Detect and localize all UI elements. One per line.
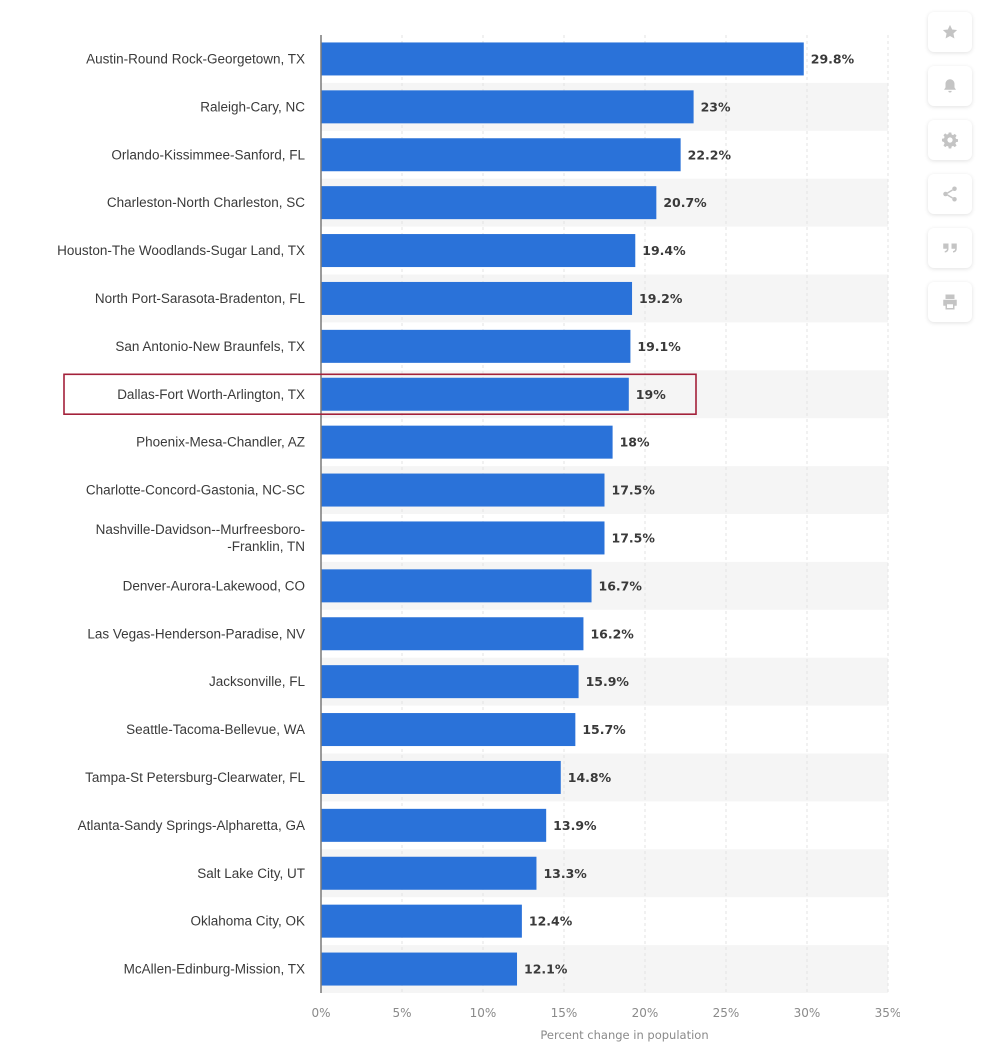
bar bbox=[321, 425, 613, 459]
print-button[interactable] bbox=[928, 282, 972, 322]
print-icon bbox=[943, 294, 957, 310]
data-label: 17.5% bbox=[612, 530, 656, 545]
category-label: Orlando-Kissimmee-Sanford, FL bbox=[111, 147, 305, 162]
bar bbox=[321, 521, 605, 555]
x-tick-label: 35% bbox=[875, 1006, 900, 1020]
bar bbox=[321, 617, 584, 651]
data-label: 20.7% bbox=[663, 195, 707, 210]
bar bbox=[321, 186, 657, 220]
data-label: 15.9% bbox=[586, 674, 630, 689]
bar bbox=[321, 42, 804, 76]
cite-button[interactable] bbox=[928, 228, 972, 268]
data-label: 19.2% bbox=[639, 291, 683, 306]
bar bbox=[321, 90, 694, 124]
category-label-line: -Franklin, TN bbox=[227, 539, 305, 554]
x-tick-label: 25% bbox=[713, 1006, 740, 1020]
bar bbox=[321, 808, 547, 842]
data-label: 19% bbox=[636, 387, 666, 402]
data-label: 23% bbox=[701, 99, 731, 114]
data-label: 22.2% bbox=[688, 147, 732, 162]
x-axis-title: Percent change in population bbox=[540, 1028, 708, 1042]
chart-toolbar bbox=[928, 12, 974, 336]
share-button[interactable] bbox=[928, 174, 972, 214]
data-label: 17.5% bbox=[612, 483, 656, 498]
x-tick-label: 30% bbox=[794, 1006, 821, 1020]
data-label: 12.1% bbox=[524, 962, 568, 977]
gear-icon bbox=[941, 132, 959, 149]
category-label: Charleston-North Charleston, SC bbox=[107, 195, 305, 210]
star-icon bbox=[942, 24, 958, 39]
data-label: 13.3% bbox=[543, 866, 587, 881]
data-label: 29.8% bbox=[811, 51, 855, 66]
highlight-box bbox=[63, 373, 697, 415]
category-label: Houston-The Woodlands-Sugar Land, TX bbox=[57, 243, 305, 258]
bar bbox=[321, 569, 592, 603]
bar bbox=[321, 234, 636, 268]
bar-chart: 29.8% Austin-Round Rock-Georgetown, TX 23%… bbox=[57, 35, 900, 1042]
data-label: 16.2% bbox=[590, 626, 634, 641]
notification-button[interactable] bbox=[928, 66, 972, 106]
bell-icon bbox=[944, 79, 956, 93]
data-label: 15.7% bbox=[582, 722, 626, 737]
category-label: McAllen-Edinburg-Mission, TX bbox=[124, 962, 305, 977]
category-label: Phoenix-Mesa-Chandler, AZ bbox=[136, 435, 305, 450]
bar bbox=[321, 856, 537, 890]
favorite-button[interactable] bbox=[928, 12, 972, 52]
bar bbox=[321, 760, 561, 794]
quote-icon bbox=[943, 243, 957, 253]
bar bbox=[321, 904, 522, 938]
share-icon bbox=[943, 186, 957, 202]
bar bbox=[321, 952, 518, 986]
x-tick-label: 5% bbox=[392, 1006, 411, 1020]
data-label: 16.7% bbox=[599, 578, 643, 593]
category-label: Nashville-Davidson--Murfreesboro- -Frankl… bbox=[96, 522, 305, 554]
data-label: 19.4% bbox=[642, 243, 686, 258]
bar bbox=[321, 473, 605, 507]
category-label: Austin-Round Rock-Georgetown, TX bbox=[86, 51, 305, 66]
x-tick-label: 10% bbox=[470, 1006, 497, 1020]
bar bbox=[321, 377, 629, 411]
category-label: Dallas-Fort Worth-Arlington, TX bbox=[117, 387, 305, 402]
category-label: Raleigh-Cary, NC bbox=[200, 99, 305, 114]
settings-button[interactable] bbox=[928, 120, 972, 160]
category-label: Oklahoma City, OK bbox=[190, 914, 305, 929]
x-tick-label: 0% bbox=[311, 1006, 330, 1020]
bar bbox=[321, 713, 576, 747]
data-label: 13.9% bbox=[553, 818, 597, 833]
bar bbox=[321, 138, 681, 172]
data-label: 12.4% bbox=[529, 914, 573, 929]
category-label: Salt Lake City, UT bbox=[197, 866, 305, 881]
category-label: Atlanta-Sandy Springs-Alpharetta, GA bbox=[78, 818, 305, 833]
category-label-line: Nashville-Davidson--Murfreesboro- bbox=[96, 522, 305, 537]
bar bbox=[321, 665, 579, 699]
category-label: Tampa-St Petersburg-Clearwater, FL bbox=[85, 770, 305, 785]
x-tick-label: 20% bbox=[632, 1006, 659, 1020]
category-label: Jacksonville, FL bbox=[209, 674, 306, 689]
category-label: San Antonio-New Braunfels, TX bbox=[115, 339, 305, 354]
data-label: 19.1% bbox=[637, 339, 681, 354]
category-label: Denver-Aurora-Lakewood, CO bbox=[123, 578, 305, 593]
bar bbox=[321, 329, 631, 363]
x-tick-label: 15% bbox=[551, 1006, 578, 1020]
category-label: Las Vegas-Henderson-Paradise, NV bbox=[87, 626, 305, 641]
data-label: 18% bbox=[620, 435, 650, 450]
category-label: Charlotte-Concord-Gastonia, NC-SC bbox=[86, 483, 305, 498]
data-label: 14.8% bbox=[568, 770, 612, 785]
bar bbox=[321, 281, 633, 315]
category-label: Seattle-Tacoma-Bellevue, WA bbox=[126, 722, 305, 737]
category-label: North Port-Sarasota-Bradenton, FL bbox=[95, 291, 306, 306]
